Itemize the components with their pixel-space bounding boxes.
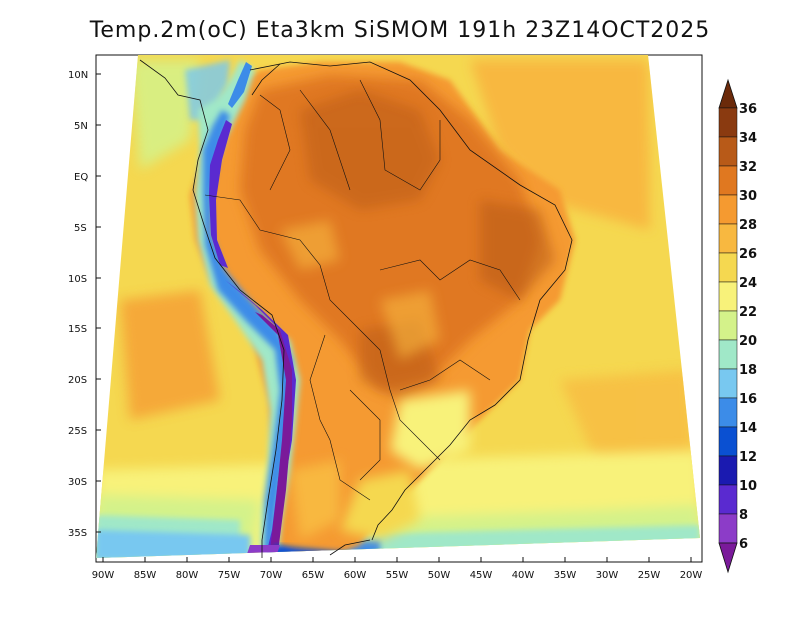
- y-axis: 10N 5N EQ 5S 10S 15S 20S 25S 30S 35S: [68, 70, 101, 539]
- x-tick-85W: 85W: [134, 557, 157, 581]
- colorbar-swatch: [718, 513, 738, 544]
- colorbar-label: 30: [739, 189, 757, 204]
- x-tick-60W: 60W: [344, 557, 367, 581]
- x-tick-90W: 90W: [92, 557, 115, 581]
- y-tick-25S: 25S: [68, 426, 101, 437]
- colorbar-label: 32: [739, 160, 757, 175]
- svg-text:10S: 10S: [68, 274, 87, 285]
- colorbar-swatch: [718, 194, 738, 225]
- colorbar-label: 26: [739, 247, 757, 262]
- x-tick-25W: 25W: [638, 557, 661, 581]
- svg-text:55W: 55W: [386, 570, 409, 581]
- colorbar-label: 36: [739, 102, 757, 117]
- colorbar-swatch: [718, 252, 738, 283]
- x-tick-35W: 35W: [554, 557, 577, 581]
- colorbar-label: 22: [739, 305, 757, 320]
- x-tick-40W: 40W: [512, 557, 535, 581]
- svg-text:30S: 30S: [68, 477, 87, 488]
- svg-text:25S: 25S: [68, 426, 87, 437]
- colorbar-label: 16: [739, 392, 757, 407]
- svg-text:35W: 35W: [554, 570, 577, 581]
- colorbar-label: 18: [739, 363, 757, 378]
- svg-text:50W: 50W: [428, 570, 451, 581]
- svg-text:5S: 5S: [74, 223, 87, 234]
- svg-text:85W: 85W: [134, 570, 157, 581]
- x-tick-65W: 65W: [302, 557, 325, 581]
- svg-text:25W: 25W: [638, 570, 661, 581]
- svg-text:EQ: EQ: [74, 172, 88, 183]
- colorbar-swatch: [718, 310, 738, 341]
- y-tick-EQ: EQ: [74, 172, 101, 183]
- y-tick-30S: 30S: [68, 477, 101, 488]
- svg-text:45W: 45W: [470, 570, 493, 581]
- x-tick-80W: 80W: [176, 557, 199, 581]
- colorbar-swatch: [718, 484, 738, 515]
- x-tick-70W: 70W: [260, 557, 283, 581]
- colorbar-label: 6: [739, 537, 748, 552]
- svg-text:70W: 70W: [260, 570, 283, 581]
- colorbar-bottom-arrow: [718, 542, 738, 574]
- colorbar-label: 10: [739, 479, 757, 494]
- colorbar-label: 34: [739, 131, 757, 146]
- svg-text:30W: 30W: [596, 570, 619, 581]
- y-tick-15S: 15S: [68, 324, 101, 335]
- svg-text:10N: 10N: [68, 70, 88, 81]
- colorbar-label: 8: [739, 508, 748, 523]
- svg-text:75W: 75W: [218, 570, 241, 581]
- coastlines: [139, 59, 573, 558]
- colorbar-swatch: [718, 426, 738, 457]
- colorbar-swatch: [718, 165, 738, 196]
- x-tick-75W: 75W: [218, 557, 241, 581]
- colorbar-label: 12: [739, 450, 757, 465]
- colorbar-swatch: [718, 136, 738, 167]
- colorbar-label: 14: [739, 421, 757, 436]
- svg-text:35S: 35S: [68, 528, 87, 539]
- svg-text:80W: 80W: [176, 570, 199, 581]
- svg-text:60W: 60W: [344, 570, 367, 581]
- colorbar-top-arrow: [718, 78, 738, 109]
- colorbar-label: 24: [739, 276, 757, 291]
- colorbar-swatch: [718, 281, 738, 312]
- colorbar-label: 28: [739, 218, 757, 233]
- svg-text:5N: 5N: [74, 121, 88, 132]
- colorbar-swatch: [718, 339, 738, 370]
- svg-text:40W: 40W: [512, 570, 535, 581]
- y-tick-20S: 20S: [68, 375, 101, 386]
- y-tick-35S: 35S: [68, 528, 101, 539]
- y-tick-10S: 10S: [68, 274, 101, 285]
- y-tick-5S: 5S: [74, 223, 101, 234]
- x-tick-20W: 20W: [680, 557, 703, 581]
- x-tick-50W: 50W: [428, 557, 451, 581]
- map-title: Temp.2m(oC) Eta3km SiSMOM 191h 23Z14OCT2…: [89, 18, 711, 43]
- svg-text:15S: 15S: [68, 324, 87, 335]
- colorbar-swatch: [718, 397, 738, 428]
- x-tick-45W: 45W: [470, 557, 493, 581]
- country-borders: [204, 79, 521, 501]
- svg-text:65W: 65W: [302, 570, 325, 581]
- temperature-field: [96, 55, 700, 558]
- y-tick-10N: 10N: [68, 70, 101, 81]
- svg-text:90W: 90W: [92, 570, 115, 581]
- colorbar-label: 20: [739, 334, 757, 349]
- x-axis: 90W 85W 80W 75W 70W 65W 60W 55W 50W 45W …: [92, 557, 703, 581]
- svg-text:20S: 20S: [68, 375, 87, 386]
- colorbar-swatch: [718, 368, 738, 399]
- svg-text:20W: 20W: [680, 570, 703, 581]
- x-tick-55W: 55W: [386, 557, 409, 581]
- colorbar-swatch: [718, 107, 738, 138]
- colorbar-swatch: [718, 223, 738, 254]
- x-tick-30W: 30W: [596, 557, 619, 581]
- y-tick-5N: 5N: [74, 121, 101, 132]
- colorbar: 36 34 32 30 28 26 24 22 20 18 16 14 12 1…: [718, 78, 757, 574]
- colorbar-swatch: [718, 455, 738, 486]
